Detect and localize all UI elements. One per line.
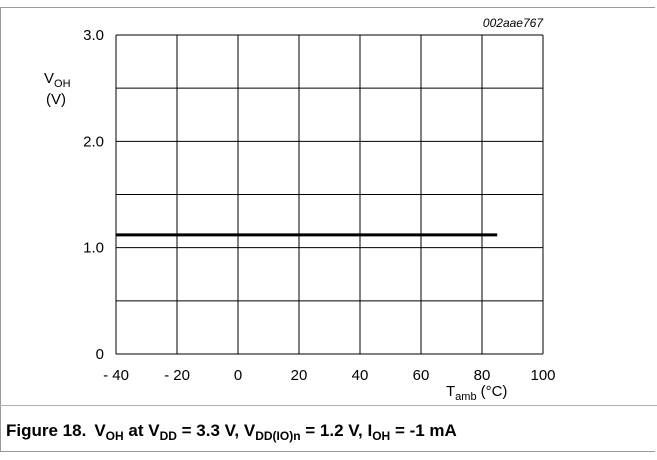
caption-part: = 3.3 V, V <box>176 421 256 440</box>
y-tick-label: 1.0 <box>83 240 104 257</box>
y-axis-label: VOH <box>44 70 71 90</box>
x-tick-label: 40 <box>352 367 369 384</box>
x-axis-label: Tamb (°C) <box>446 383 507 403</box>
caption-subscript: DD(IO)n <box>255 429 301 443</box>
figure-caption: Figure 18. VOH at VDD = 3.3 V, VDD(IO)n =… <box>6 421 457 443</box>
x-tick-label: 60 <box>413 367 430 384</box>
x-tick-label: - 40 <box>103 367 129 384</box>
y-tick-label: 0 <box>96 346 104 363</box>
caption-text: VOH at VDD = 3.3 V, VDD(IO)n = 1.2 V, IO… <box>94 421 457 443</box>
caption-part: V <box>94 421 106 440</box>
x-tick-label: - 20 <box>164 367 190 384</box>
figure-frame <box>0 7 655 452</box>
tick-labels: - 40 - 20 0 20 40 60 80 100 0 1.0 2.0 3.0 <box>83 27 555 384</box>
y-axis-unit: (V) <box>46 91 66 108</box>
x-tick-label: 80 <box>474 367 491 384</box>
y-tick-label: 3.0 <box>83 27 104 44</box>
caption-subscript: OH <box>372 429 391 443</box>
grid <box>115 34 544 355</box>
caption-part: at V <box>123 421 160 440</box>
caption-subscript: OH <box>105 429 124 443</box>
figure-label: Figure 18. <box>6 421 87 440</box>
y-tick-label: 2.0 <box>83 133 104 150</box>
figure-code: 002aae767 <box>483 16 544 30</box>
x-tick-label: 100 <box>530 367 555 384</box>
x-tick-label: 0 <box>234 367 242 384</box>
caption-part: = 1.2 V, I <box>300 421 373 440</box>
x-tick-label: 20 <box>291 367 308 384</box>
caption-separator <box>0 405 657 406</box>
caption-part: = -1 mA <box>390 421 457 440</box>
caption-subscript: DD <box>159 429 177 443</box>
